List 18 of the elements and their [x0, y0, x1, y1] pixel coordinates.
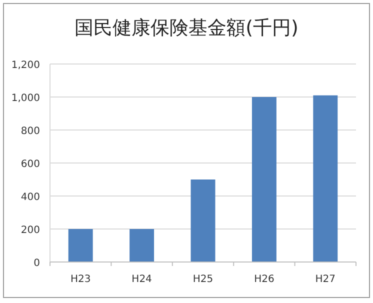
y-tick-label: 600	[20, 159, 40, 170]
y-tick-label: 1,000	[11, 93, 40, 104]
x-tick-label: H24	[132, 274, 152, 285]
x-tick-label: H23	[70, 274, 91, 285]
x-tick-label: H25	[192, 274, 214, 285]
bar	[130, 229, 154, 262]
bar	[68, 229, 93, 262]
y-tick-label: 200	[20, 225, 40, 236]
y-tick-label: 0	[34, 258, 40, 269]
x-tick-label: H26	[254, 274, 274, 285]
y-tick-label: 800	[20, 126, 40, 137]
y-tick-label: 1,200	[11, 60, 40, 71]
y-tick-label: 400	[20, 192, 40, 203]
bar	[313, 95, 338, 262]
chart-title: 国民健康保険基金額(千円)	[74, 17, 298, 39]
bar	[190, 180, 216, 262]
bar	[252, 97, 276, 262]
x-tick-label: H27	[315, 274, 336, 285]
